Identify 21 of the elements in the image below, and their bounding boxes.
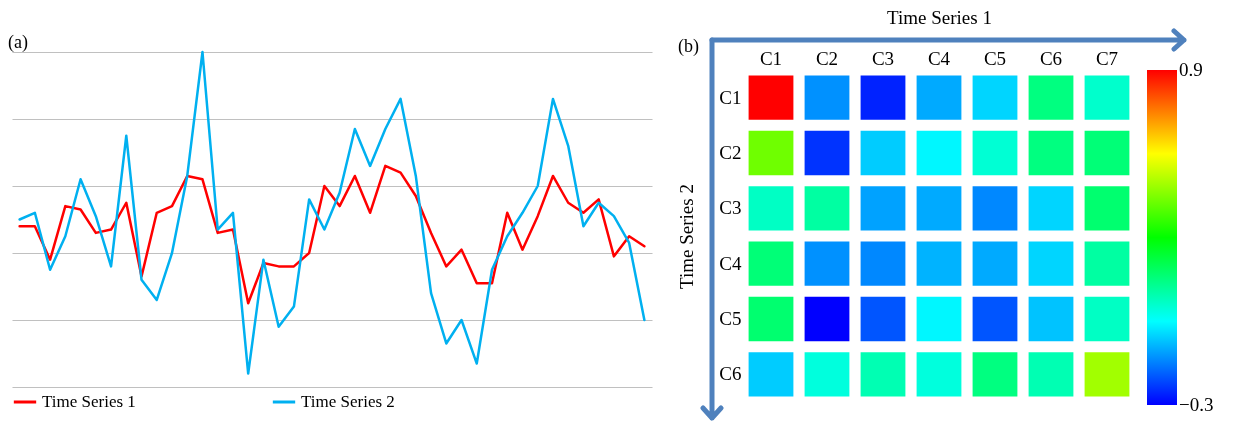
y-tick-label: C3 bbox=[719, 197, 742, 219]
x-tick-label: C4 bbox=[927, 47, 951, 69]
legend-label: Time Series 1 bbox=[42, 392, 136, 411]
color-bar-label: −0.3 bbox=[1179, 394, 1214, 415]
y-tick-label: C2 bbox=[719, 142, 742, 163]
x-tick-label: C3 bbox=[871, 47, 895, 69]
x-tick-label: C2 bbox=[815, 47, 839, 69]
y-tick-label: C4 bbox=[719, 252, 742, 274]
x-tick-label: C7 bbox=[1095, 47, 1119, 69]
y-axis-title: Time Series 2 bbox=[676, 184, 698, 289]
x-tick-label: C6 bbox=[1039, 47, 1063, 69]
y-tick-label: C5 bbox=[719, 308, 742, 329]
legend-label: Time Series 2 bbox=[301, 392, 395, 411]
color-bar-label: 0.9 bbox=[1179, 59, 1203, 80]
x-tick-label: C5 bbox=[983, 47, 1007, 69]
x-axis-title: Time Series 1 bbox=[887, 6, 992, 28]
y-tick-label: C6 bbox=[719, 363, 742, 385]
y-tick-label: C1 bbox=[719, 86, 742, 108]
x-tick-label: C1 bbox=[759, 47, 783, 69]
text: (a) bbox=[8, 32, 28, 53]
text: (b) bbox=[678, 36, 699, 57]
